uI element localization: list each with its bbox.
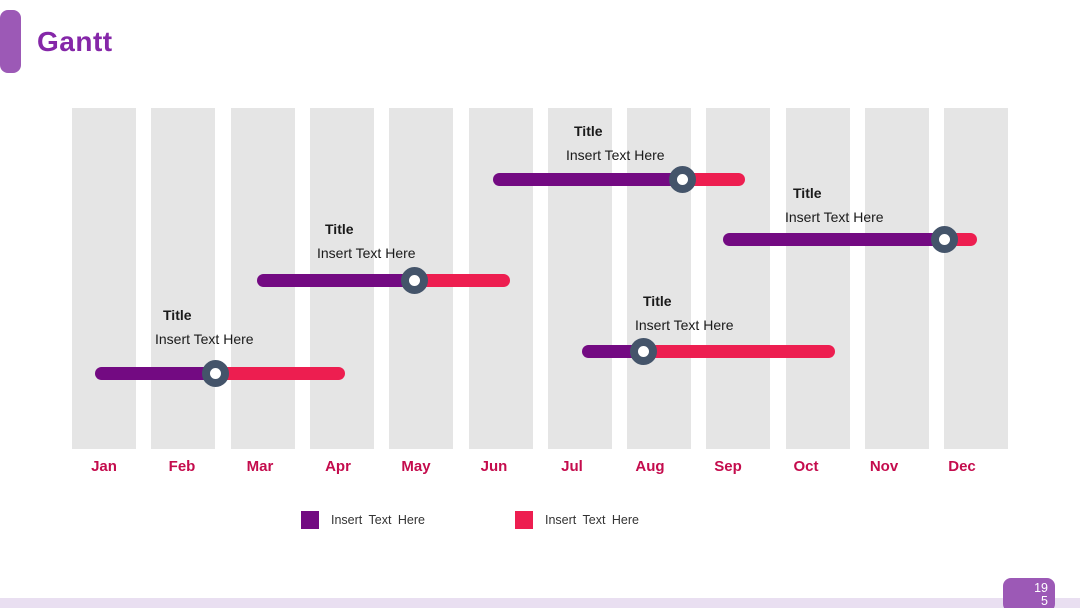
gantt-bar-5-phase1 [723, 232, 950, 246]
gantt-bar-2-subtitle: Insert Text Here [317, 245, 416, 261]
month-column-jan [72, 108, 136, 449]
gantt-bar-1-title: Title [163, 307, 192, 323]
gantt-bar-5-label: Title Insert Text Here [785, 181, 884, 229]
month-label-dec: Dec [948, 458, 976, 475]
gantt-bar-3-title: Title [574, 123, 603, 139]
legend-label-2: Insert Text Here [545, 513, 640, 527]
month-column-feb [151, 108, 216, 449]
page-number-line2: 5 [1041, 594, 1048, 608]
legend-label-1: Insert Text Here [331, 513, 426, 527]
gantt-bar-1-label: Title Insert Text Here [155, 303, 254, 351]
month-label-sep: Sep [714, 458, 742, 475]
month-label-oct: Oct [793, 458, 819, 475]
gantt-bar-1-subtitle: Insert Text Here [155, 331, 254, 347]
month-label-may: May [401, 458, 431, 475]
month-label-jul: Jul [561, 458, 583, 475]
gantt-bar-5-title: Title [793, 185, 822, 201]
month-column-oct [785, 108, 850, 449]
legend-swatch-pink [515, 511, 533, 529]
gantt-bar-3-phase1 [492, 172, 688, 186]
gantt-bar-4-label: Title Insert Text Here [635, 289, 734, 337]
page-title: Gantt [37, 26, 113, 57]
month-label-feb: Feb [168, 458, 196, 475]
gantt-bar-5-subtitle: Insert Text Here [785, 209, 884, 225]
month-column-nov [865, 108, 929, 449]
month-label-jan: Jan [91, 458, 117, 475]
title-accent-bar [0, 10, 21, 73]
month-label-aug: Aug [635, 458, 665, 475]
legend-item-1: Insert Text Here [301, 511, 425, 529]
gantt-bar-2-title: Title [325, 221, 354, 237]
legend-item-2: Insert Text Here [515, 511, 639, 529]
month-label-apr: Apr [325, 458, 351, 475]
month-label-nov: Nov [869, 458, 899, 475]
milestone-marker-5 [931, 225, 959, 253]
milestone-marker-3 [669, 165, 697, 193]
month-column-aug [627, 108, 692, 449]
gantt-bar-4-phase2 [638, 344, 835, 358]
month-column-dec [944, 108, 1009, 449]
gantt-bar-3-subtitle: Insert Text Here [566, 147, 665, 163]
legend: Insert Text Here Insert Text Here [0, 509, 1080, 531]
gantt-bar-4-title: Title [643, 293, 672, 309]
gantt-bar-2-phase1 [256, 273, 420, 287]
legend-swatch-purple [301, 511, 319, 529]
month-label-jun: Jun [480, 458, 508, 475]
month-column-sep [706, 108, 771, 449]
milestone-marker-1 [201, 359, 229, 387]
footer-strip [0, 598, 1080, 608]
gantt-bar-1-phase1 [95, 366, 221, 380]
month-column-jul [547, 108, 612, 449]
gantt-bar-3-label: Title Insert Text Here [566, 119, 665, 167]
gantt-bar-2-label: Title Insert Text Here [317, 217, 416, 265]
gantt-bar-4-subtitle: Insert Text Here [635, 317, 734, 333]
month-label-mar: Mar [246, 458, 274, 475]
gantt-bar-1-phase2 [210, 366, 345, 380]
milestone-marker-4 [629, 337, 657, 365]
milestone-marker-2 [401, 266, 429, 294]
page-number-line1: 19 [1034, 581, 1048, 595]
gantt-bar-2-phase2 [409, 273, 510, 287]
page-number-box: 19 5 [1003, 578, 1055, 608]
